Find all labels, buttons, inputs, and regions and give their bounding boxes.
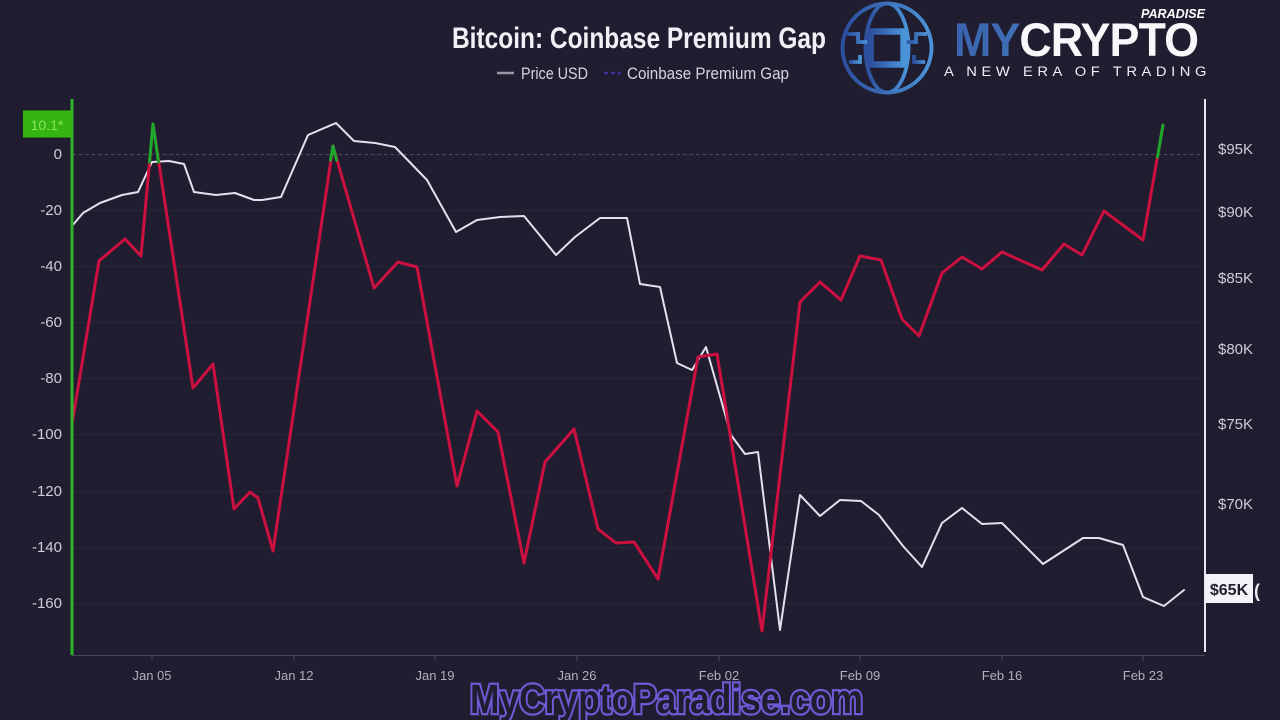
svg-text:Price USD: Price USD [521,64,588,83]
svg-text:Feb 02: Feb 02 [699,668,739,683]
svg-text:$70K: $70K [1218,496,1253,513]
svg-text:Coinbase Premium Gap: Coinbase Premium Gap [627,64,789,83]
svg-text:0: 0 [54,146,62,163]
svg-text:MyCryptoParadise.com: MyCryptoParadise.com [470,676,863,720]
svg-text:$80K: $80K [1218,341,1253,358]
svg-text:-40: -40 [40,258,62,275]
svg-text:Jan 12: Jan 12 [274,668,313,683]
svg-text:A NEW ERA OF TRADING: A NEW ERA OF TRADING [944,64,1211,79]
svg-text:$85K: $85K [1218,270,1253,287]
svg-text:Feb 23: Feb 23 [1123,668,1163,683]
svg-text:-20: -20 [40,202,62,219]
svg-text:Feb 09: Feb 09 [840,668,880,683]
svg-text:$65K: $65K [1210,582,1249,599]
svg-text:PARADISE: PARADISE [1141,6,1205,21]
svg-text:-140: -140 [32,539,62,556]
svg-text:$90K: $90K [1218,204,1253,221]
svg-text:-80: -80 [40,370,62,387]
svg-text:Bitcoin: Coinbase Premium Gap: Bitcoin: Coinbase Premium Gap [452,22,826,55]
svg-text:(: ( [1254,581,1260,601]
svg-text:Jan 05: Jan 05 [132,668,171,683]
svg-text:-60: -60 [40,314,62,331]
svg-text:-160: -160 [32,595,62,612]
svg-text:10.1*: 10.1* [31,117,64,133]
svg-text:Jan 19: Jan 19 [415,668,454,683]
svg-text:$95K: $95K [1218,141,1253,158]
svg-text:-120: -120 [32,483,62,500]
svg-text:Feb 16: Feb 16 [982,668,1022,683]
svg-text:-100: -100 [32,426,62,443]
svg-text:$75K: $75K [1218,416,1253,433]
svg-text:Jan 26: Jan 26 [557,668,596,683]
svg-text:MYCRYPTO: MYCRYPTO [954,13,1198,66]
